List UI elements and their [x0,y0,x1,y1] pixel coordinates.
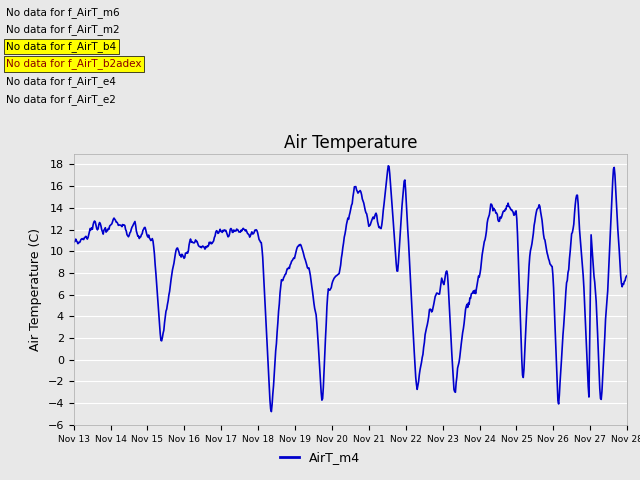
Text: No data for f_AirT_b2adex: No data for f_AirT_b2adex [6,59,142,70]
Legend: AirT_m4: AirT_m4 [275,446,365,469]
Text: No data for f_AirT_m6: No data for f_AirT_m6 [6,7,120,18]
Text: No data for f_AirT_m2: No data for f_AirT_m2 [6,24,120,35]
Text: No data for f_AirT_e4: No data for f_AirT_e4 [6,76,116,87]
Title: Air Temperature: Air Temperature [284,134,417,152]
Text: No data for f_AirT_e2: No data for f_AirT_e2 [6,94,116,105]
Y-axis label: Air Temperature (C): Air Temperature (C) [29,228,42,351]
Text: No data for f_AirT_b4: No data for f_AirT_b4 [6,41,116,52]
